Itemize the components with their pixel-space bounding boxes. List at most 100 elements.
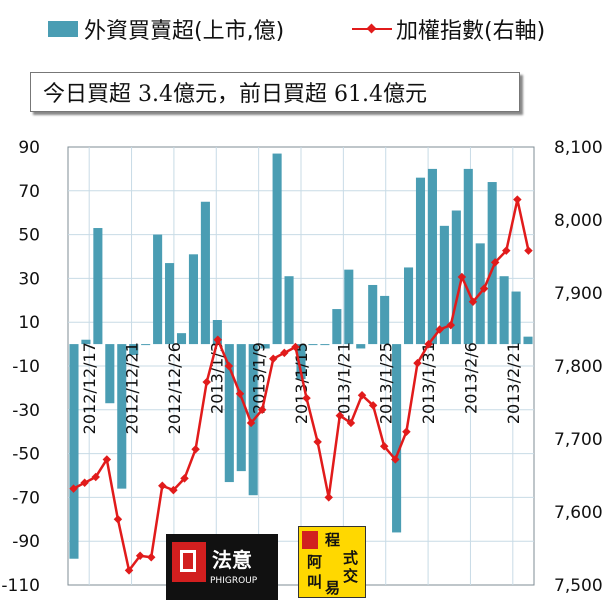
index-marker [69,484,78,493]
index-marker [368,401,378,410]
index-marker [379,442,389,451]
legend-line: 加權指數(右軸) [352,14,545,44]
legend-bar: 外資買賣超(上市,億) [48,14,284,44]
right-tick-label: 7,700 [554,430,603,450]
flow-bar [380,295,390,345]
index-marker [391,455,400,464]
flow-bar [332,309,342,345]
right-tick-label: 7,800 [554,357,603,377]
index-marker [169,485,178,495]
program-logo-mark-icon [302,531,318,549]
flow-bar [212,320,222,345]
flow-bar [296,344,306,380]
flow-bar [117,344,127,489]
flow-bar [356,344,366,349]
index-marker [269,354,278,363]
flow-bar [81,339,91,345]
index-marker [435,325,444,334]
flow-bar [176,333,187,345]
phigroup-mark-icon [172,542,206,582]
index-marker [468,297,478,307]
index-marker [257,405,267,415]
program-char-6: 易 [325,579,341,597]
left-tick-label: 70 [18,182,40,202]
flow-bar [320,344,330,346]
right-tick-label: 8,000 [554,211,603,231]
legend-bar-label: 外資買賣超(上市,億) [84,19,285,44]
index-marker [324,493,333,502]
flow-bar [308,344,318,346]
program-char-3: 阿 [307,553,323,571]
index-marker [357,390,367,400]
flow-bar [427,168,437,345]
index-marker [457,272,467,282]
index-marker [446,320,456,330]
flow-bar [200,201,210,345]
flow-bar [93,228,103,345]
left-tick-label: -90 [12,532,40,552]
right-tick-label: 7,500 [554,576,603,596]
flow-bar [69,344,79,559]
flow-bar [165,263,175,345]
index-marker [202,377,211,387]
x-tick-label: 2013/2/6 [461,342,480,414]
flow-bar [236,344,246,472]
flow-bar [284,276,294,345]
legend-line-label: 加權指數(右軸) [396,19,546,44]
left-tick-label: -10 [12,357,40,377]
left-tick-label: 50 [18,226,40,246]
flow-bar [523,336,533,345]
x-tick-label: 2013/1/15 [292,342,311,424]
index-marker [158,481,167,490]
x-tick-label: 2013/1/31 [419,342,438,424]
index-marker [291,342,300,352]
left-tick-label: -50 [12,445,40,465]
program-char-5: 叫 [307,573,323,591]
flow-bar [129,344,139,356]
x-tick-label: 2013/1/21 [334,342,353,424]
index-marker [246,418,256,428]
flow-bar [272,153,282,345]
x-tick-label: 2012/12/21 [123,342,142,434]
left-tick-label: 90 [18,138,40,158]
index-marker [413,358,422,368]
program-char-4: 交 [343,567,359,585]
flow-bar [463,168,473,345]
flow-bar [451,210,461,345]
left-tick-label: 10 [18,313,40,333]
index-marker [102,455,112,464]
index-marker [80,478,89,488]
phigroup-en-text: PHIGROUP [210,576,258,586]
index-marker [235,389,245,398]
flow-bar [392,344,402,533]
index-marker [280,348,289,358]
x-tick-label: 2012/12/26 [165,342,184,434]
x-tick-label: 2012/12/17 [80,342,99,434]
phigroup-cn-text: 法意 [212,548,252,572]
index-marker [213,335,223,344]
flow-bar [511,291,521,345]
left-tick-label: -110 [1,576,40,596]
phigroup-logo: 法意 PHIGROUP [166,534,278,600]
flow-bar [141,344,151,346]
index-marker [91,472,100,482]
buy-sell-note: 今日買超 3.4億元，前日買超 61.4億元 [30,72,520,112]
legend-line-swatch [352,21,392,37]
index-marker [224,361,234,371]
right-tick-label: 8,100 [554,138,603,158]
index-marker [490,258,500,267]
index-marker [313,437,322,447]
flow-bar [403,267,414,345]
x-tick-label: 2013/1/25 [377,342,396,424]
flow-bar [415,177,426,345]
flow-bar [153,234,163,345]
x-tick-label: 2013/1/9 [250,342,269,414]
index-marker [335,411,345,420]
program-trading-logo: 程 式 阿 交 叫 易 [298,526,366,598]
left-tick-label: -70 [12,488,40,508]
index-marker [180,474,189,483]
program-char-2: 式 [343,549,359,567]
flow-bar [105,344,115,404]
right-tick-label: 7,900 [554,284,603,304]
